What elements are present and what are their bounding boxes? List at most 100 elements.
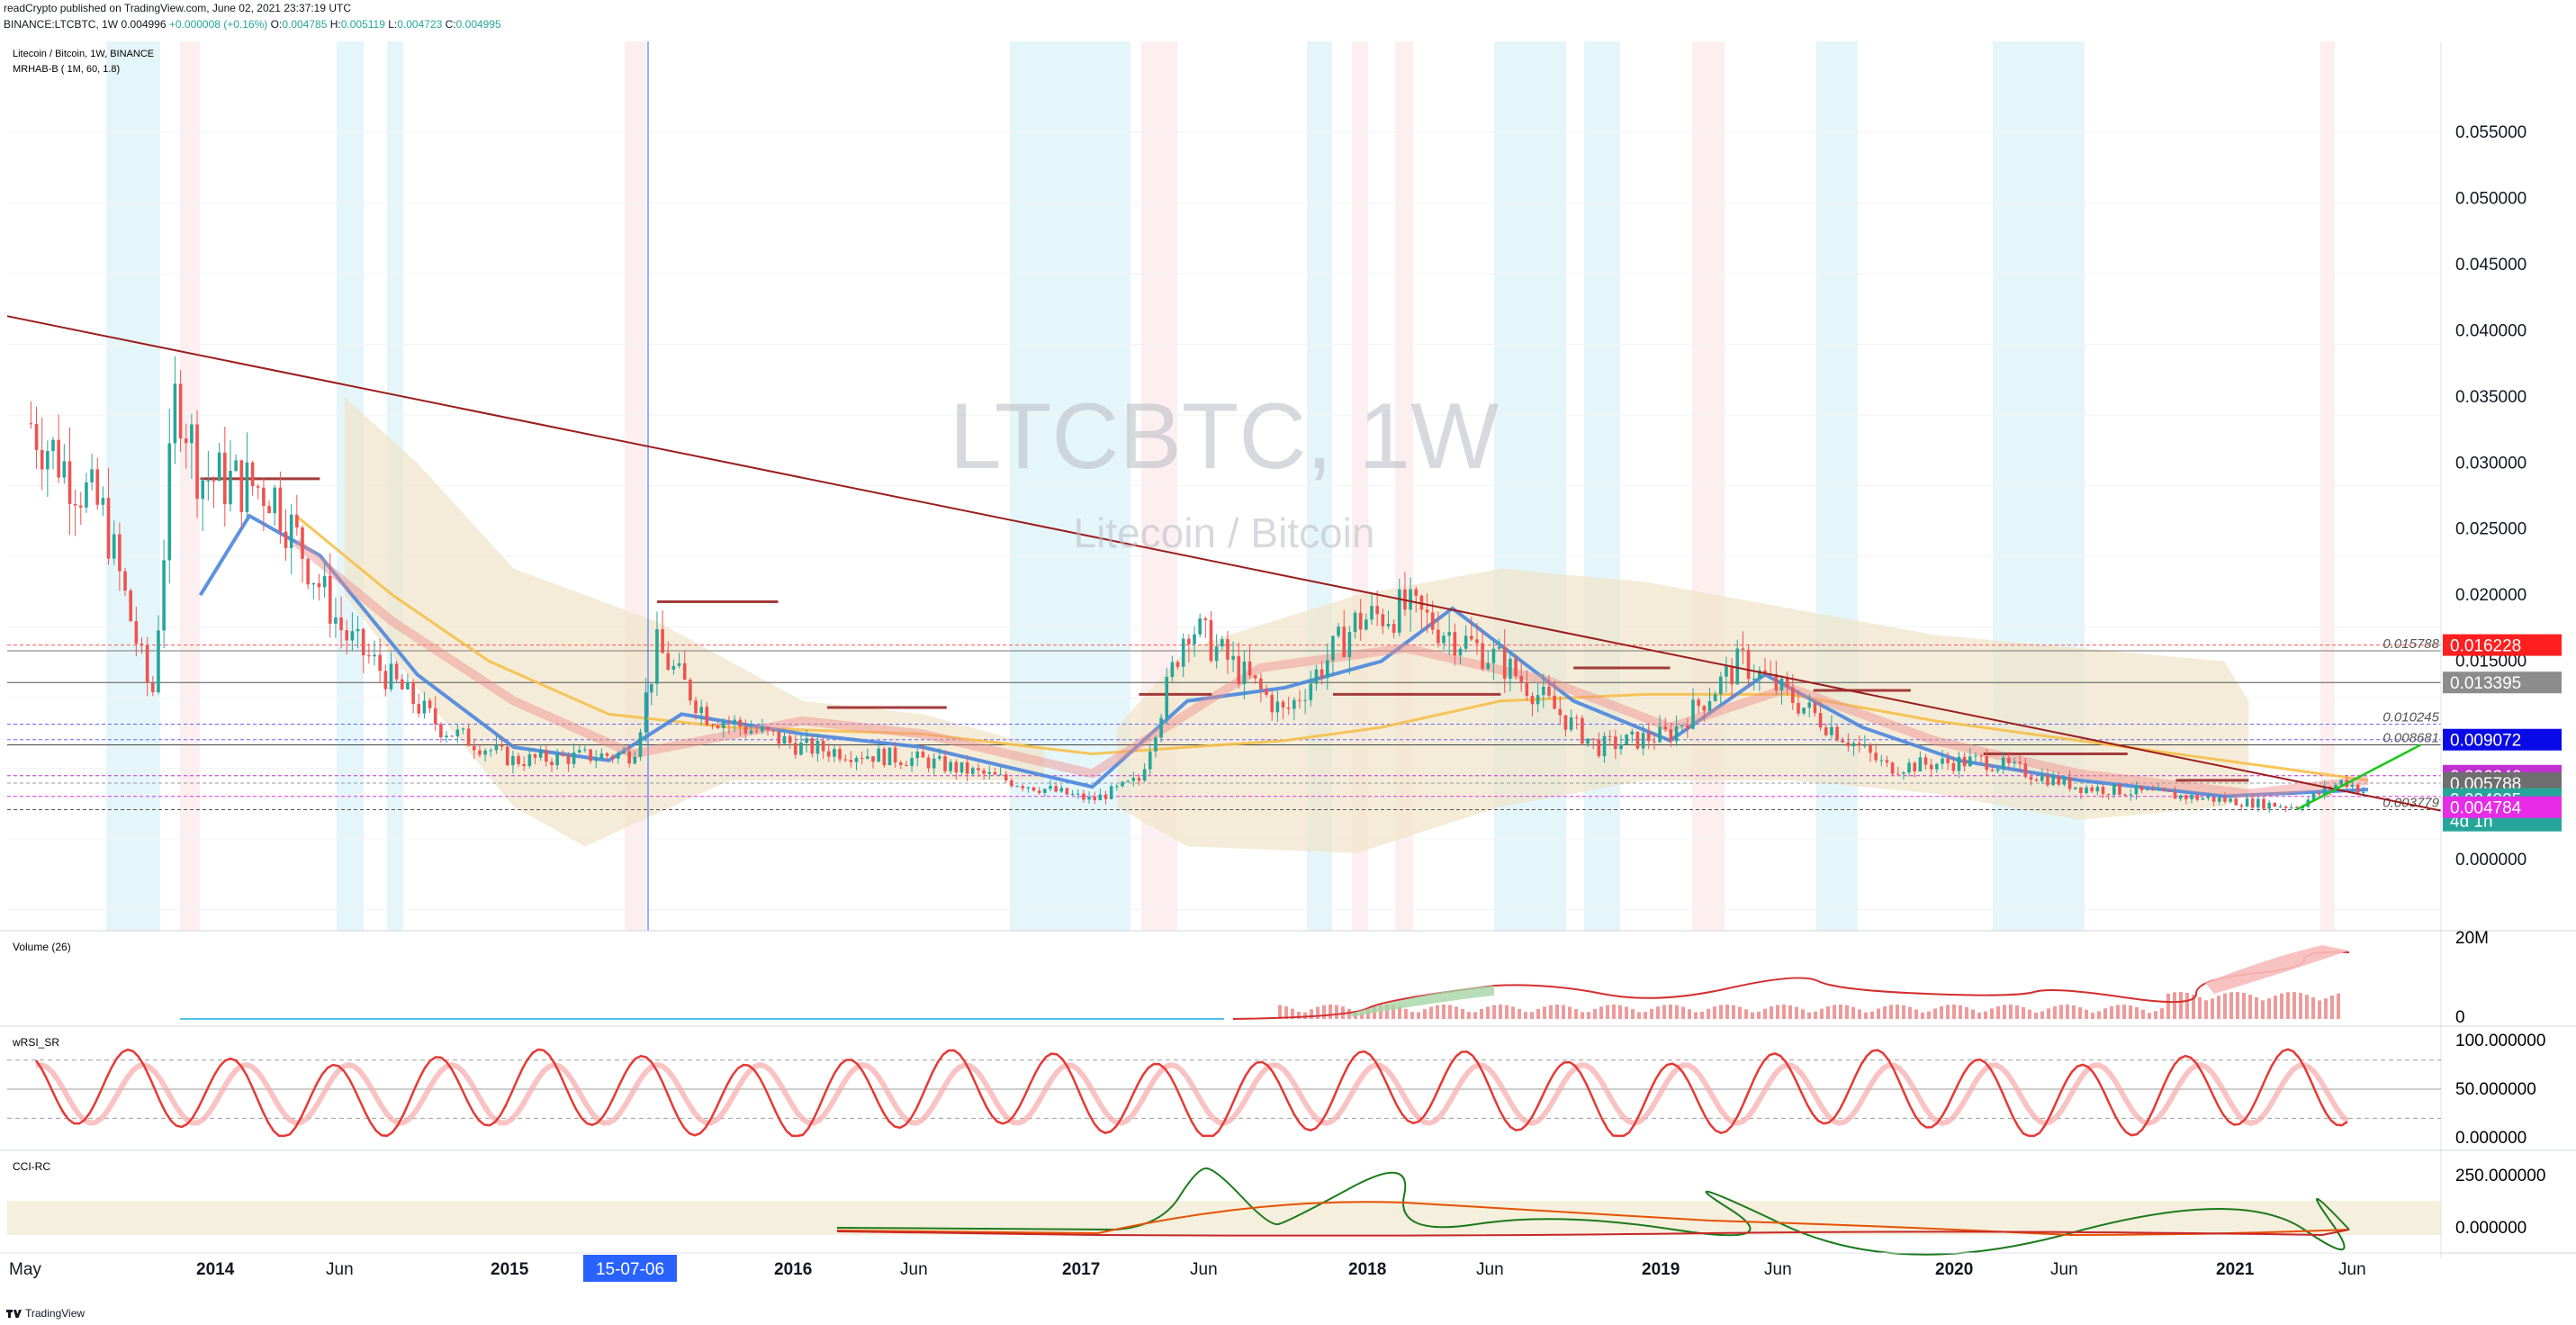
- candle-body: [90, 469, 94, 482]
- candle-body: [1237, 655, 1241, 685]
- volume-bar: [1788, 1005, 1792, 1019]
- volume-bar: [1751, 1012, 1754, 1019]
- candle-body: [2067, 777, 2072, 789]
- volume-bar: [1467, 1012, 1471, 1019]
- candle-body: [2195, 795, 2199, 800]
- price-axis[interactable]: 0.055000 0.050000 0.045000 0.040000 0.035000…: [2455, 123, 2526, 870]
- candle-body: [1010, 780, 1013, 787]
- candle-body: [373, 654, 376, 657]
- trendlines[interactable]: [6, 315, 2442, 812]
- candle-body: [223, 452, 227, 505]
- candle-body: [1193, 634, 1196, 644]
- candle-body: [256, 486, 260, 488]
- candle-body: [1265, 689, 1268, 695]
- volume-bar: [1278, 1005, 1282, 1019]
- price-label-text: 0.004784: [2450, 799, 2522, 818]
- candle-body: [1674, 726, 1679, 742]
- volume-area-red: [2205, 945, 2349, 994]
- candle-body: [1293, 699, 1296, 709]
- candle-body: [1713, 694, 1717, 702]
- rsi-pane: wRSI_SR 100.000000 50.000000 0.000000: [7, 1032, 2545, 1148]
- candle-body: [2157, 789, 2160, 791]
- candle-body: [1581, 717, 1584, 744]
- candle-body: [1469, 635, 1473, 640]
- candle-body: [2151, 789, 2155, 791]
- volume-bar: [1341, 1006, 1345, 1019]
- candle-body: [838, 749, 842, 760]
- volume-bar: [2185, 992, 2189, 1019]
- candle-body: [1203, 618, 1208, 620]
- time-tick: 2015: [491, 1260, 529, 1279]
- open-label: 0.004996: [121, 18, 167, 31]
- candle-body: [483, 750, 487, 755]
- candle-body: [162, 560, 166, 631]
- candle-body: [1918, 757, 1923, 771]
- candle-body: [306, 558, 310, 585]
- price-tick: 0.020000: [2455, 586, 2526, 605]
- candle-body: [1707, 701, 1712, 711]
- candle-body: [1791, 687, 1795, 703]
- candle-body: [367, 654, 371, 657]
- candle-body: [761, 726, 764, 732]
- volume-bar: [1373, 1006, 1376, 1019]
- volume-bar: [1505, 1005, 1509, 1019]
- candle-body: [545, 750, 548, 762]
- candle-body: [1641, 733, 1645, 749]
- candle-body: [1475, 639, 1479, 644]
- volume-bar: [2204, 1000, 2208, 1019]
- volume-bar: [1329, 1005, 1332, 1019]
- candle-body: [555, 753, 559, 766]
- candle-body: [610, 755, 615, 759]
- volume-bar: [2280, 993, 2283, 1019]
- candle-body: [1525, 681, 1529, 697]
- candle-body: [51, 439, 55, 452]
- candle-body: [284, 531, 288, 548]
- candle-body: [1863, 744, 1867, 746]
- candle-body: [743, 726, 748, 734]
- candle-body: [561, 753, 565, 756]
- watermark-name: Litecoin / Bitcoin: [1074, 509, 1375, 556]
- watermark-symbol: LTCBTC, 1W: [950, 384, 1500, 489]
- candle-body: [1447, 632, 1451, 636]
- candle-body: [677, 662, 681, 666]
- candle-body: [1752, 678, 1756, 680]
- candle-body: [195, 424, 199, 500]
- candle-body: [2112, 784, 2116, 796]
- time-tick: 2017: [1062, 1260, 1100, 1279]
- cci-pane: CCI-RC 250.000000 0.000000: [7, 1160, 2545, 1256]
- candle-body: [887, 747, 892, 766]
- volume-bar: [1927, 1011, 1931, 1019]
- legend-title: Litecoin / Bitcoin, 1W, BINANCE: [13, 49, 154, 59]
- candle-body: [987, 771, 992, 774]
- volume-bar: [1776, 1005, 1779, 1019]
- candle-body: [1558, 708, 1563, 716]
- candle-body: [2239, 805, 2244, 807]
- volume-bar: [2211, 998, 2214, 1019]
- candle-body: [178, 383, 183, 439]
- volume-bar: [1631, 1009, 1635, 1019]
- candle-body: [638, 732, 643, 757]
- volume-bar: [1310, 1009, 1313, 1019]
- candle-body: [1519, 676, 1523, 682]
- candle-body: [356, 628, 360, 632]
- candles: [29, 356, 2365, 814]
- candle-body: [1962, 756, 1967, 767]
- candle-body: [1586, 738, 1590, 744]
- candle-body: [350, 631, 355, 641]
- time-axis[interactable]: May 2014 Jun 2015 15-07-06 2016 Jun 2017 Jun 2018…: [9, 1255, 2366, 1282]
- candle-body: [328, 575, 332, 624]
- candle-body: [2362, 791, 2365, 793]
- candle-body: [661, 629, 664, 653]
- candle-body: [1968, 756, 1972, 767]
- candle-body: [805, 738, 808, 743]
- candle-body: [1797, 702, 1800, 714]
- candle-body: [2256, 798, 2260, 808]
- candle-body: [428, 700, 432, 708]
- candle-body: [1830, 726, 1833, 735]
- candle-body: [2317, 793, 2321, 795]
- volume-bar: [2028, 1009, 2031, 1019]
- candle-body: [1414, 589, 1419, 596]
- candle-body: [34, 424, 39, 451]
- candle-body: [511, 755, 515, 766]
